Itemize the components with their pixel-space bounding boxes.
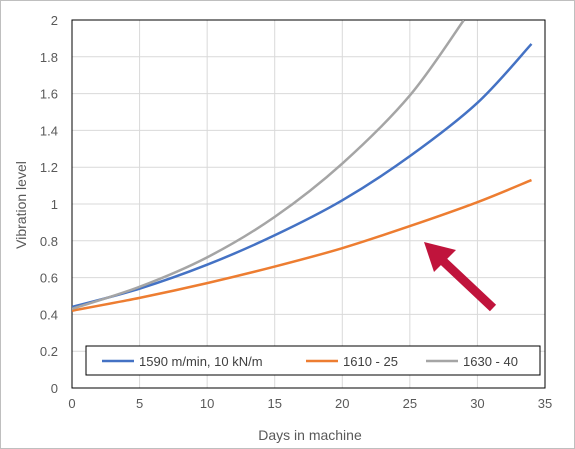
y-axis-title: Vibration level: [13, 161, 29, 249]
y-tick-label: 1.6: [40, 87, 58, 102]
x-tick-label: 0: [68, 396, 75, 411]
plot-area-border: [71, 19, 546, 389]
plot-border: [71, 19, 546, 389]
y-tick-label: 0.6: [40, 271, 58, 286]
y-tick-label: 0.8: [40, 234, 58, 249]
x-tick-label: 10: [200, 396, 214, 411]
arrow-shaft: [438, 256, 497, 312]
x-tick-label: 30: [470, 396, 484, 411]
legend-label-1630: 1630 - 40: [463, 354, 518, 369]
y-tick-labels: 0 0.2 0.4 0.6 0.8 1 1.2 1.4 1.6 1.8 2: [40, 13, 58, 396]
x-tick-label: 15: [267, 396, 281, 411]
y-tick-label: 1: [51, 197, 58, 212]
y-tick-label: 0.4: [40, 307, 58, 322]
y-tick-label: 1.8: [40, 50, 58, 65]
legend: 1590 m/min, 10 kN/m 1610 - 25 1630 - 40: [85, 345, 541, 376]
x-tick-labels: 0 5 10 15 20 25 30 35: [68, 396, 552, 411]
arrow-head: [424, 242, 456, 272]
x-tick-label: 35: [538, 396, 552, 411]
y-tick-label: 1.4: [40, 123, 58, 138]
x-tick-label: 5: [136, 396, 143, 411]
x-tick-label: 25: [403, 396, 417, 411]
annotation-arrow: [424, 242, 497, 312]
y-tick-label: 0.2: [40, 344, 58, 359]
x-tick-label: 20: [335, 396, 349, 411]
y-tick-label: 1.2: [40, 160, 58, 175]
series-line-0: [72, 43, 533, 309]
y-tick-label: 0: [51, 381, 58, 396]
series-layer: [72, 20, 533, 312]
legend-label-1610: 1610 - 25: [343, 354, 398, 369]
series-line-1: [72, 178, 532, 312]
legend-label-1590: 1590 m/min, 10 kN/m: [139, 354, 263, 369]
y-tick-label: 2: [51, 13, 58, 28]
x-axis-title: Days in machine: [258, 427, 362, 443]
series-line-2: [72, 20, 465, 311]
